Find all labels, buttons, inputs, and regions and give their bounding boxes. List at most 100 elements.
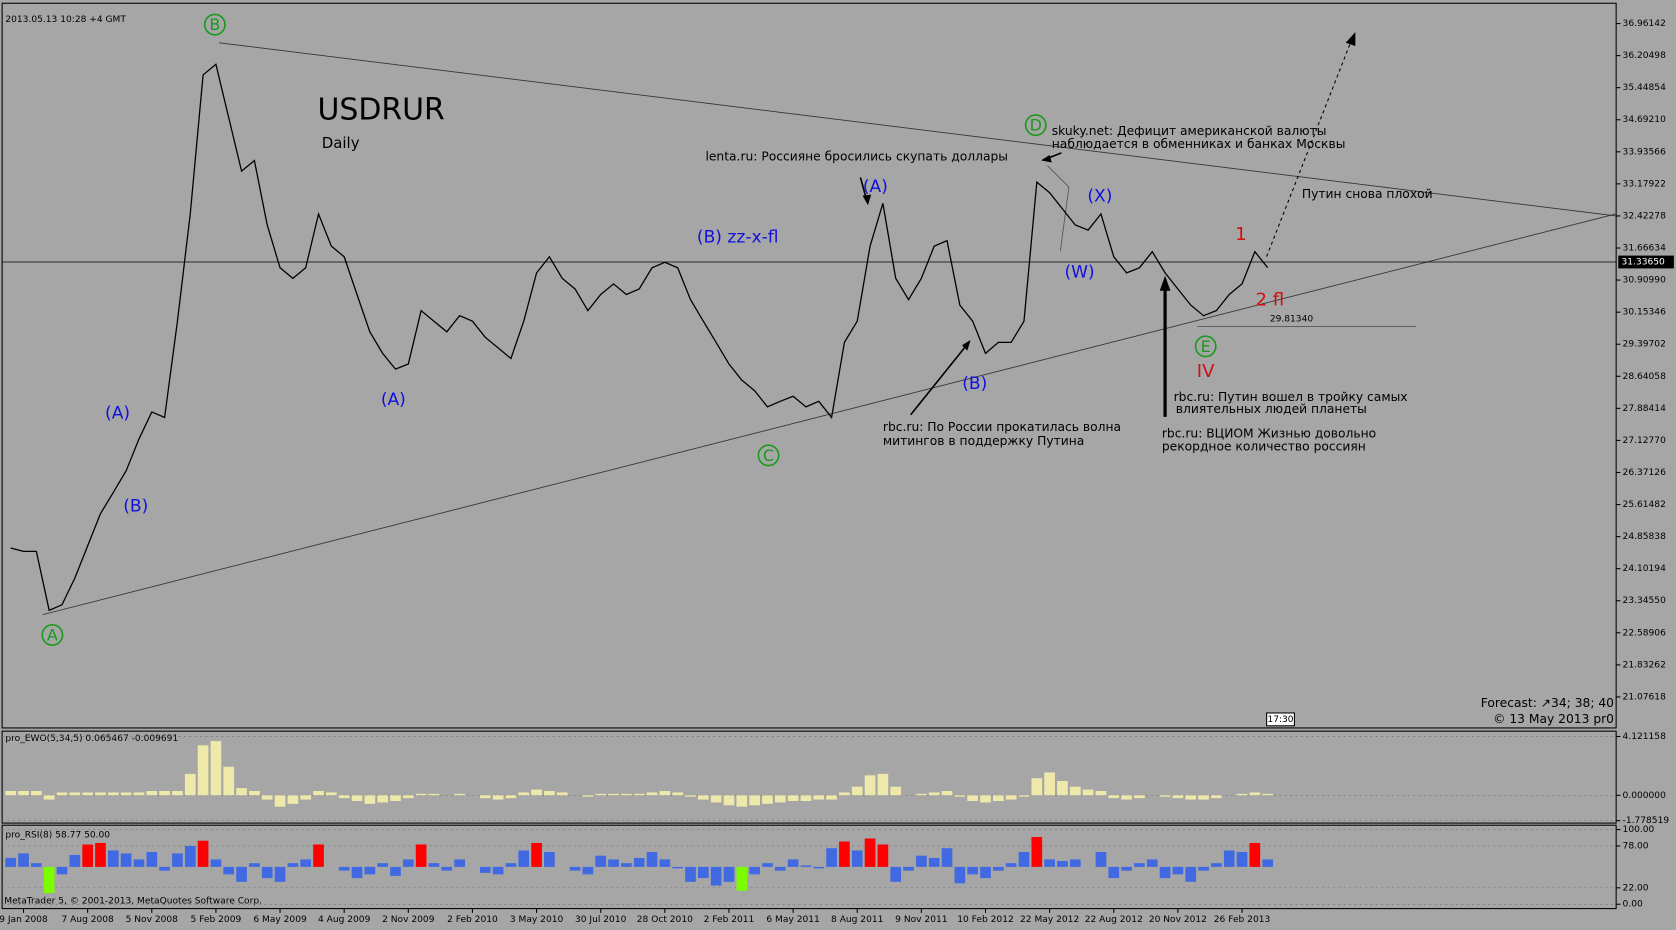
note: lenta.ru: Россияне бросились скупать дол… xyxy=(705,150,1008,164)
wave-label: (B) xyxy=(123,497,148,517)
indicator-bar xyxy=(556,792,568,796)
indicator-bar xyxy=(967,795,979,801)
indicator-bar xyxy=(1069,859,1081,867)
wave-label: B xyxy=(209,15,220,34)
last-price-box xyxy=(1618,255,1674,269)
indicator-bar xyxy=(1159,866,1171,879)
x-tick-label: 8 Aug 2011 xyxy=(831,915,883,925)
indicator-bar xyxy=(928,857,940,867)
indicator-bar xyxy=(351,866,363,879)
wave-label: (A) xyxy=(381,390,406,410)
indicator-bar xyxy=(595,793,607,796)
indicator-bar xyxy=(633,793,645,796)
indicator-bar xyxy=(749,795,760,806)
chart-title: USDRUR xyxy=(317,93,444,128)
x-tick-label: 20 Nov 2012 xyxy=(1149,915,1207,925)
wave-label: (X) xyxy=(1087,187,1112,207)
indicator-bar xyxy=(723,795,735,806)
indicator-bar xyxy=(415,793,427,796)
indicator-bar xyxy=(826,848,837,867)
indicator-bar xyxy=(800,795,812,801)
indicator-bar xyxy=(364,795,376,804)
indicator-bar xyxy=(197,840,209,867)
wave-label: E xyxy=(1201,337,1211,356)
indicator-bar xyxy=(274,795,286,807)
note: skuky.net: Дефицит американской валюты xyxy=(1052,124,1327,138)
y-tick-label: 23.34550 xyxy=(1623,596,1667,606)
indicator-bar xyxy=(1031,837,1043,867)
x-tick-label: 7 Aug 2008 xyxy=(61,915,114,925)
indicator-bar xyxy=(1057,860,1068,867)
indicator-bar xyxy=(774,795,786,803)
indicator-bar xyxy=(30,863,42,867)
x-tick-label: 22 Aug 2012 xyxy=(1085,915,1143,925)
indicator-bar xyxy=(492,795,504,800)
y-tick-label: 22.58906 xyxy=(1623,628,1667,638)
indicator-bar xyxy=(82,844,93,867)
indicator-bar xyxy=(428,863,440,867)
indicator-bar xyxy=(82,792,93,796)
indicator-bar xyxy=(1018,795,1030,797)
indicator-bar xyxy=(479,795,491,799)
y-tick-label: 32.42278 xyxy=(1623,211,1667,221)
indicator-bar xyxy=(1121,866,1132,871)
y-tick-label: 22.00 xyxy=(1623,883,1649,893)
indicator-bar xyxy=(107,792,119,796)
indicator-bar xyxy=(774,866,786,871)
indicator-bar xyxy=(479,866,491,873)
indicator-bar xyxy=(30,791,42,796)
indicator-bar xyxy=(184,773,196,796)
indicator-bar xyxy=(274,866,286,882)
indicator-bar xyxy=(133,859,145,867)
indicator-bar xyxy=(1211,863,1222,867)
indicator-bar xyxy=(608,859,619,867)
indicator-bar xyxy=(287,863,299,867)
indicator-bar xyxy=(646,851,658,867)
indicator-bar xyxy=(1159,795,1171,797)
indicator-bar xyxy=(992,795,1004,801)
indicator-bar xyxy=(672,866,684,869)
indicator-bar xyxy=(710,795,722,803)
x-tick-label: 5 Feb 2009 xyxy=(191,915,242,925)
ewo-panel xyxy=(1,730,1617,824)
indicator-bar xyxy=(454,793,465,796)
indicator-bar xyxy=(621,863,632,867)
y-tick-label: 4.121158 xyxy=(1623,732,1667,742)
note: rbc.ru: По России прокатилась волна xyxy=(883,420,1121,434)
indicator-bar xyxy=(300,795,312,800)
y-tick-label: 28.64058 xyxy=(1623,372,1667,382)
indicator-bar xyxy=(1108,795,1120,799)
indicator-bar xyxy=(851,850,863,867)
wave-label: (B) xyxy=(962,374,987,394)
indicator-bar xyxy=(646,792,658,796)
indicator-bar xyxy=(377,795,389,803)
x-tick-label: 3 May 2010 xyxy=(510,915,564,925)
x-tick-label: 2 Feb 2011 xyxy=(704,915,755,925)
indicator-bar xyxy=(1031,778,1043,796)
y-tick-label: 25.61482 xyxy=(1623,500,1666,510)
indicator-bar xyxy=(338,866,350,871)
y-tick-label: 24.85838 xyxy=(1623,532,1667,542)
indicator-bar xyxy=(390,795,401,801)
indicator-bar xyxy=(749,866,760,875)
indicator-bar xyxy=(1223,850,1235,867)
indicator-bar xyxy=(697,795,709,800)
price-line xyxy=(10,63,1269,612)
indicator-bar xyxy=(5,791,17,796)
indicator-bar xyxy=(1249,792,1261,796)
y-tick-label: 36.20498 xyxy=(1623,51,1667,61)
indicator-bar xyxy=(980,866,991,879)
indicator-bar xyxy=(980,795,991,803)
indicator-bar xyxy=(916,855,927,867)
indicator-bar xyxy=(762,795,773,804)
indicator-bar xyxy=(1057,781,1068,796)
x-tick-label: 22 May 2012 xyxy=(1020,915,1079,925)
x-tick-label: 10 Feb 2012 xyxy=(957,915,1014,925)
panel-title: pro_EWO(5,34,5) 0.065467 -0.009691 xyxy=(5,734,178,744)
note: митингов в поддержку Путина xyxy=(883,434,1084,448)
indicator-bar xyxy=(338,795,350,799)
indicator-bar xyxy=(800,865,812,867)
indicator-bar xyxy=(621,793,632,796)
indicator-bar xyxy=(569,866,581,871)
